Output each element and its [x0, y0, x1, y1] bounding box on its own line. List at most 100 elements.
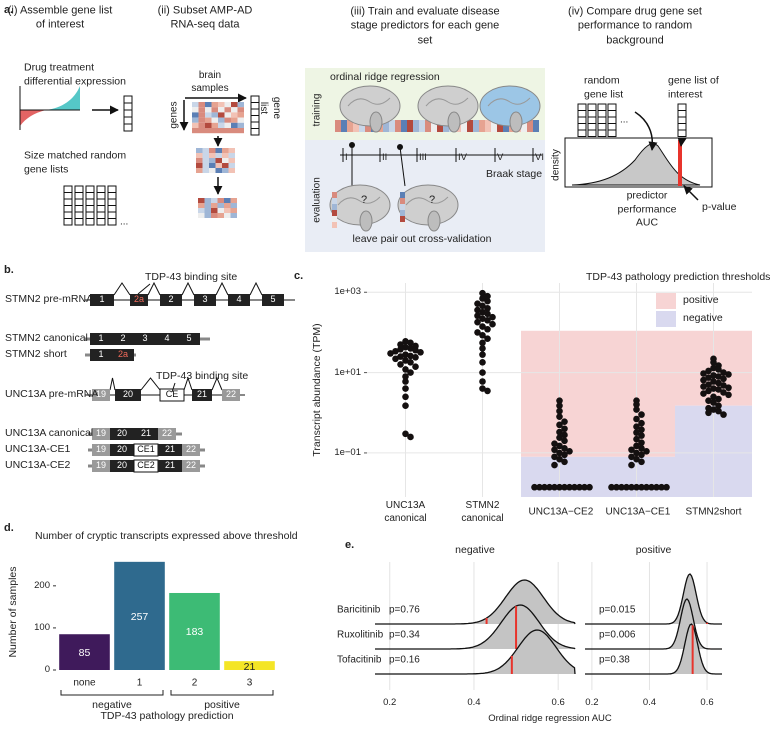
point — [608, 483, 615, 491]
p-value-label: p=0.015 — [599, 604, 636, 616]
sample-strip — [347, 120, 353, 132]
x-tick-label: 0.4 — [642, 696, 657, 708]
x-tick-label: 0.6 — [551, 696, 565, 708]
splice-junction — [109, 377, 116, 391]
sample-strip — [533, 120, 539, 132]
heatmap-cell — [228, 153, 235, 158]
point — [628, 453, 635, 461]
point — [725, 371, 732, 378]
density-ridge — [585, 573, 722, 625]
sample-strip — [497, 120, 503, 132]
point — [402, 357, 409, 364]
heatmap-cell — [202, 168, 209, 173]
point — [566, 483, 573, 491]
point — [474, 306, 481, 314]
point — [638, 445, 645, 452]
gene-list-box — [587, 110, 597, 118]
gene-list-box — [577, 123, 587, 131]
sample-cell — [400, 204, 405, 210]
heatmap-cell — [231, 112, 238, 118]
point — [556, 421, 563, 429]
point — [556, 407, 563, 415]
x-tick-label: 3 — [246, 677, 253, 689]
p-value-label: p=0.006 — [599, 629, 636, 641]
point — [705, 404, 712, 412]
legend-title: TDP-43 pathology prediction thresholds — [586, 271, 771, 284]
gene-list-box — [74, 185, 84, 193]
gene-list-box — [597, 123, 607, 131]
point — [484, 310, 491, 318]
exon-label: 2 — [168, 294, 174, 305]
gene-list-box — [85, 218, 95, 226]
heatmap-cell — [215, 163, 222, 168]
point — [536, 483, 543, 491]
legend-label: negative — [683, 312, 723, 325]
point — [479, 339, 486, 347]
facet-title: negative — [455, 544, 495, 557]
y-tick-label: 1e+01 — [334, 366, 361, 378]
gene-list-box — [63, 205, 73, 213]
gene-list-box — [96, 205, 106, 213]
binding-pointer — [137, 283, 151, 295]
gene-list-box — [74, 198, 84, 206]
gene-list-box — [63, 192, 73, 200]
value-label: 257 — [130, 611, 149, 624]
y-axis-label: Transcript abundance (TPM) — [311, 323, 324, 457]
point — [715, 395, 722, 403]
unknown-mark: ? — [360, 193, 368, 206]
point — [561, 425, 568, 433]
gene-list-label: gene list — [258, 96, 282, 120]
point — [479, 351, 486, 358]
point — [638, 458, 645, 466]
sample-strip — [389, 120, 395, 132]
heatmap-cell — [198, 128, 205, 134]
heatmap-cell — [228, 148, 235, 153]
heatmap-cell — [231, 107, 238, 113]
heatmap-cell — [209, 163, 216, 168]
point — [392, 355, 399, 363]
point — [412, 363, 419, 371]
heatmap-cell — [198, 198, 205, 203]
sample-cell — [400, 216, 405, 222]
unknown-mark: ? — [428, 193, 436, 206]
sample-cell — [400, 222, 405, 228]
point — [633, 406, 640, 413]
legend-label: positive — [683, 294, 719, 307]
point — [556, 434, 563, 441]
point — [407, 339, 414, 347]
point — [638, 419, 645, 427]
heatmap-cell — [222, 153, 229, 158]
heatmap-cell — [222, 163, 229, 168]
gene-list-box — [96, 211, 106, 219]
heatmap-cell — [198, 203, 205, 208]
sample-cell — [332, 222, 337, 228]
point — [489, 320, 496, 328]
point — [551, 440, 558, 447]
brain-detail — [487, 97, 531, 107]
random-text: Size matched random gene lists — [24, 149, 127, 175]
heatmap-cell — [204, 198, 211, 203]
heatmap-cell — [196, 148, 203, 153]
point — [633, 483, 640, 491]
heatmap-cell — [217, 198, 224, 203]
point — [648, 483, 655, 491]
point — [710, 385, 717, 392]
sample-cell — [332, 198, 337, 204]
gene-list-box — [85, 192, 95, 200]
exon — [112, 349, 134, 361]
point — [541, 483, 548, 491]
gene-list-box — [107, 185, 117, 193]
heatmap-cell — [209, 153, 216, 158]
point — [561, 445, 568, 452]
x-tick-label: UNC13A−CE1 — [605, 506, 671, 518]
heatmap-cell — [224, 213, 231, 218]
gene-list-box — [123, 109, 133, 118]
sample-strip — [491, 120, 497, 132]
point — [700, 383, 707, 390]
point — [720, 375, 727, 383]
point — [402, 351, 409, 358]
heatmap-cell — [224, 128, 231, 134]
heatmap-cell — [205, 128, 212, 134]
point — [700, 370, 707, 377]
heatmap-cell — [209, 148, 216, 153]
